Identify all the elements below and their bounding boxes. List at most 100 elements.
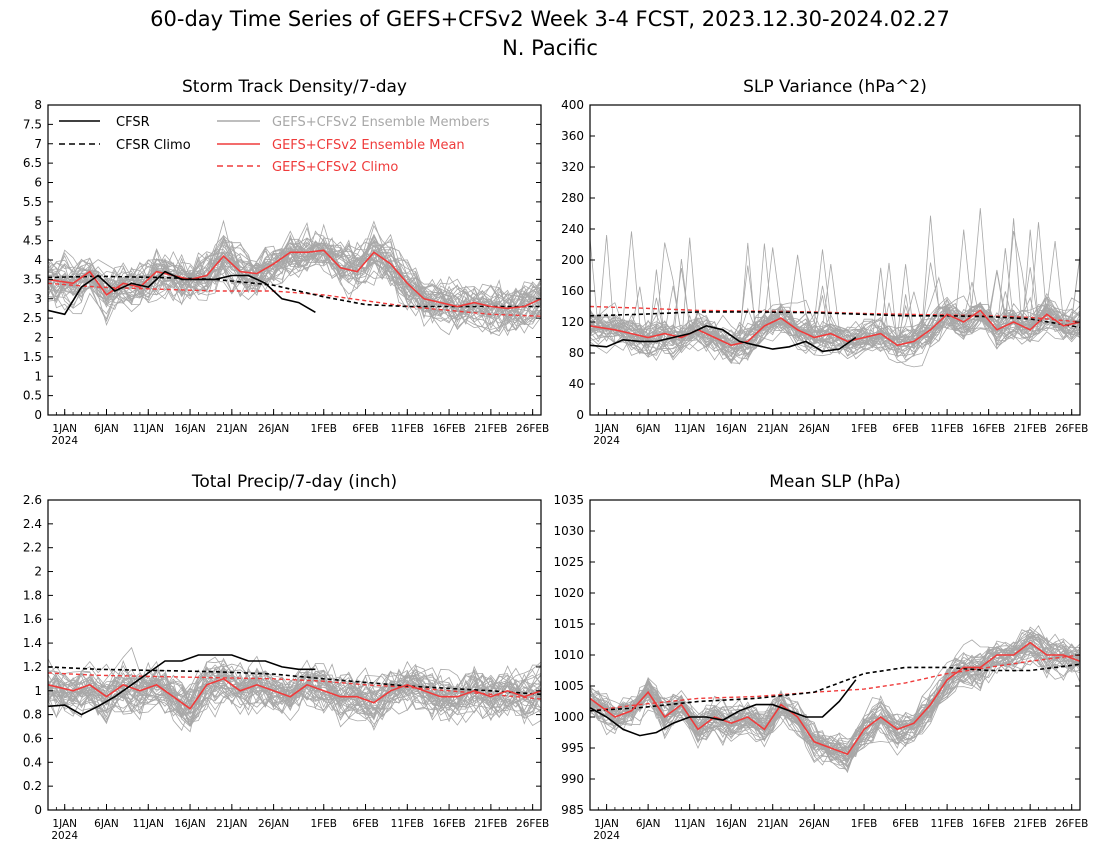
legend-label-members: GEFS+CFSv2 Ensemble Members xyxy=(272,115,490,130)
y-tick-label: 1000 xyxy=(553,710,584,724)
x-tick-label: 21FEB xyxy=(1014,818,1047,830)
ensemble-member-line-35 xyxy=(590,242,1080,352)
x-tick-label: 21FEB xyxy=(1014,423,1047,435)
x-tick-label: 26FEB xyxy=(516,423,549,435)
x-tick-label: 6JAN xyxy=(94,423,119,435)
y-tick-label: 0.2 xyxy=(23,779,42,793)
ensemble-member-line-31 xyxy=(48,240,541,323)
x-tick-label: 26JAN xyxy=(799,818,830,830)
ensemble-member-line-40 xyxy=(48,220,541,332)
x-tick-label: 26JAN xyxy=(258,423,289,435)
x-tick-label: 26FEB xyxy=(1055,423,1088,435)
panel-slp-variance: SLP Variance (hPa^2) 0 40 80 120 160 200 240 280… xyxy=(561,77,1088,447)
y-tick-label: 320 xyxy=(561,160,584,174)
y-tick-label: 1035 xyxy=(553,493,584,507)
ensemble-member-line-17 xyxy=(590,295,1080,364)
y-tick-label: 1 xyxy=(34,369,42,383)
ensemble-member-line-30 xyxy=(48,663,541,719)
ensemble-member-line-7 xyxy=(590,643,1080,758)
y-tick-label: 360 xyxy=(561,129,584,143)
ensemble-member-line-39 xyxy=(590,642,1080,754)
y-tick-label: 3.5 xyxy=(23,272,42,286)
x-year-label: 2024 xyxy=(593,830,620,842)
x-tick-label: 6JAN xyxy=(636,423,661,435)
x-year-label: 2024 xyxy=(593,435,620,447)
series-line-gefs-climo xyxy=(48,282,541,317)
y-tick-label: 40 xyxy=(569,377,584,391)
ensemble-member-line-32 xyxy=(48,245,541,315)
x-tick-label: 26FEB xyxy=(1055,818,1088,830)
legend-label-ens-mean: GEFS+CFSv2 Ensemble Mean xyxy=(272,138,465,153)
y-tick-label: 5 xyxy=(34,214,42,228)
y-tick-label: 1030 xyxy=(553,524,584,538)
y-tick-label: 240 xyxy=(561,222,584,236)
legend-label-gefs-climo: GEFS+CFSv2 Climo xyxy=(272,160,398,175)
ensemble-member-line-39 xyxy=(48,666,541,710)
y-tick-label: 2.6 xyxy=(23,493,42,507)
x-tick-label: 6FEB xyxy=(352,423,379,435)
x-tick-label: 26FEB xyxy=(516,818,549,830)
y-tick-label: 985 xyxy=(561,803,584,817)
x-tick-label: 6JAN xyxy=(94,818,119,830)
series-line-cfsr-climo xyxy=(590,311,1080,329)
y-tick-label: 80 xyxy=(569,346,584,360)
x-tick-label: 16JAN xyxy=(174,818,205,830)
x-tick-label: 6FEB xyxy=(892,818,919,830)
x-tick-label: 21FEB xyxy=(474,818,507,830)
series-line-ensemble-mean xyxy=(590,641,1080,756)
x-tick-label: 26JAN xyxy=(799,423,830,435)
legend: CFSR CFSR Climo GEFS+CFSv2 Ensemble Memb… xyxy=(59,115,490,175)
y-tick-label: 0.8 xyxy=(23,708,42,722)
y-tick-label: 1.6 xyxy=(23,612,42,626)
x-tick-label: 6FEB xyxy=(892,423,919,435)
y-tick-label: 1005 xyxy=(553,679,584,693)
series-line-cfsr xyxy=(48,270,316,316)
x-tick-label: 11JAN xyxy=(674,423,705,435)
y-tick-label: 2 xyxy=(34,565,42,579)
x-tick-label: 16FEB xyxy=(972,818,1005,830)
y-tick-label: 160 xyxy=(561,284,584,298)
ensemble-member-line-31 xyxy=(590,269,1080,355)
x-tick-label: 6FEB xyxy=(352,818,379,830)
x-tick-label: 16FEB xyxy=(432,423,465,435)
y-tick-label: 4.5 xyxy=(23,234,42,248)
series-line-cfsr xyxy=(48,654,316,716)
x-tick-label: 21FEB xyxy=(474,423,507,435)
y-tick-label: 1 xyxy=(34,684,42,698)
series-line-cfsr xyxy=(590,325,857,353)
y-tick-label: 280 xyxy=(561,191,584,205)
x-tick-label: 11FEB xyxy=(391,423,424,435)
x-tick-label: 21JAN xyxy=(216,423,247,435)
y-tick-label: 0 xyxy=(34,408,42,422)
plot-area-storm-track-density xyxy=(48,219,541,337)
x-tick-label: 16JAN xyxy=(174,423,205,435)
ensemble-member-line-32 xyxy=(590,641,1080,767)
x-tick-label: 16FEB xyxy=(972,423,1005,435)
series-line-ensemble-mean xyxy=(48,677,541,710)
x-tick-label: 11JAN xyxy=(674,818,705,830)
panel-title-mean-slp: Mean SLP (hPa) xyxy=(769,472,901,492)
x-tick-label: 1JAN xyxy=(594,423,619,435)
plot-frame-total-precip xyxy=(47,499,542,811)
x-year-label: 2024 xyxy=(51,435,78,447)
ensemble-member-line-40 xyxy=(48,668,541,716)
x-tick-label: 11JAN xyxy=(133,423,164,435)
ensemble-member-line-36 xyxy=(48,234,541,324)
legend-label-cfsr-climo: CFSR Climo xyxy=(116,138,191,153)
ensemble-member-line-4 xyxy=(48,236,541,317)
x-tick-label: 1JAN xyxy=(52,423,77,435)
y-tick-label: 0.4 xyxy=(23,755,42,769)
x-tick-label: 16JAN xyxy=(716,818,747,830)
y-tick-label: 2.5 xyxy=(23,311,42,325)
y-tick-label: 2.4 xyxy=(23,517,42,531)
ensemble-member-line-37 xyxy=(590,230,1080,358)
plot-area-total-precip xyxy=(48,646,541,733)
y-tick-label: 1.8 xyxy=(23,588,42,602)
x-year-label: 2024 xyxy=(51,830,78,842)
y-tick-label: 1010 xyxy=(553,648,584,662)
ensemble-member-line-29 xyxy=(48,219,541,318)
ensemble-member-line-39 xyxy=(590,208,1080,363)
y-tick-label: 1.2 xyxy=(23,660,42,674)
ensemble-member-line-34 xyxy=(590,248,1080,360)
